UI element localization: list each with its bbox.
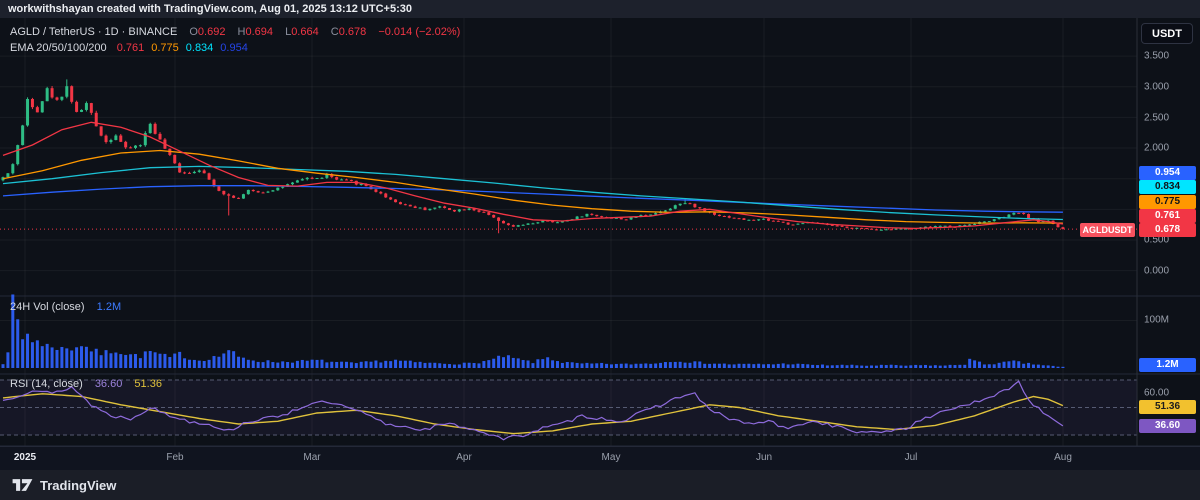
price-axis-tick: 100M — [1144, 314, 1170, 326]
ema-indicator-label[interactable]: EMA 20/50/100/200 — [10, 42, 107, 54]
ema200-line — [2, 185, 1063, 213]
low-value: 0.664 — [291, 26, 319, 38]
volume-bars — [1, 294, 1065, 368]
high-value: 0.694 — [245, 26, 273, 38]
rsi-value: 36.60 — [94, 378, 123, 390]
change-value: −0.014 (−2.02%) — [378, 26, 461, 38]
attribution-text: workwithshayan created with TradingView.… — [8, 3, 412, 15]
volume-legend: 24H Vol (close) 1.2M — [10, 301, 121, 313]
time-axis-label: Aug — [1054, 452, 1072, 463]
currency-toggle-button[interactable]: USDT — [1141, 23, 1193, 44]
symbol-ohlc-row: AGLD / TetherUS · 1D · BINANCE O0.692 H0… — [10, 24, 460, 40]
price-axis-tick: 60.00 — [1144, 387, 1170, 399]
candles — [1, 79, 1065, 234]
price-axis-tick: 0.000 — [1144, 265, 1170, 277]
price-label: 0.761 — [1139, 209, 1196, 223]
ema-values: 0.761 0.775 0.834 0.954 — [110, 42, 248, 54]
footer-bar: TradingView — [0, 470, 1200, 500]
volume-indicator-label[interactable]: 24H Vol (close) — [10, 301, 85, 313]
symbol-title[interactable]: AGLD / TetherUS · 1D · BINANCE — [10, 26, 178, 38]
price-label: 0.834 — [1139, 179, 1196, 194]
time-axis[interactable]: 2025 Feb Mar Apr May Jun Jul Aug — [0, 446, 1200, 470]
volume-value: 1.2M — [96, 301, 122, 313]
close-value: 0.678 — [338, 26, 367, 38]
tradingview-brand-link[interactable]: TradingView — [40, 477, 117, 493]
rsi-legend: RSI (14, close) 36.60 51.36 — [10, 378, 162, 390]
open-label: O — [189, 26, 198, 38]
price-label: 0.954 — [1139, 166, 1196, 180]
ema-value: 0.834 — [185, 42, 214, 54]
symbol-price-tag: AGLDUSDT — [1080, 222, 1135, 237]
price-axis-tick: 2.500 — [1144, 112, 1170, 124]
time-axis-label: Jun — [755, 452, 773, 463]
rsi-label: 51.36 — [1139, 400, 1196, 414]
time-axis-label: Jul — [904, 452, 918, 463]
time-axis-label: May — [601, 452, 621, 463]
time-axis-label: Feb — [166, 452, 184, 463]
time-axis-label: 2025 — [13, 452, 37, 463]
time-axis-label: Apr — [456, 452, 472, 463]
ema50-line — [2, 149, 1063, 224]
price-axis-tick: 3.500 — [1144, 50, 1170, 62]
rsi-indicator-label[interactable]: RSI (14, close) — [10, 378, 83, 390]
price-label: 0.678 — [1139, 222, 1196, 237]
tradingview-logo-icon[interactable] — [12, 478, 33, 492]
volume-label: 1.2M — [1139, 358, 1196, 372]
ema-value: 0.775 — [151, 42, 179, 54]
rsi-ma-line — [2, 393, 1064, 435]
rsi-line — [2, 380, 1064, 441]
close-label: C — [330, 26, 339, 38]
ema-value: 0.954 — [220, 42, 248, 54]
price-axis[interactable]: USDT 3.500 3.000 2.500 2.000 0.500 0.000 100M 6… — [1137, 18, 1200, 446]
ema-legend-row: EMA 20/50/100/200 0.761 0.775 0.834 0.954 — [10, 40, 460, 56]
price-axis-tick: 3.000 — [1144, 81, 1170, 93]
price-label: 0.775 — [1139, 195, 1196, 209]
time-axis-label: Mar — [303, 452, 321, 463]
rsi-ma-value: 51.36 — [134, 378, 162, 390]
high-label: H — [237, 26, 246, 38]
open-value: 0.692 — [197, 26, 226, 38]
price-axis-tick: 2.000 — [1144, 142, 1170, 154]
symbol-legend: AGLD / TetherUS · 1D · BINANCE O0.692 H0… — [10, 24, 460, 56]
low-label: L — [285, 26, 292, 38]
ema20-line — [2, 121, 1064, 230]
ema-value: 0.761 — [116, 42, 145, 54]
price-axis-tick: 0.500 — [1144, 234, 1170, 246]
ema100-line — [2, 165, 1063, 221]
rsi-label: 36.60 — [1139, 418, 1196, 433]
attribution-bar: workwithshayan created with TradingView.… — [0, 0, 1200, 18]
